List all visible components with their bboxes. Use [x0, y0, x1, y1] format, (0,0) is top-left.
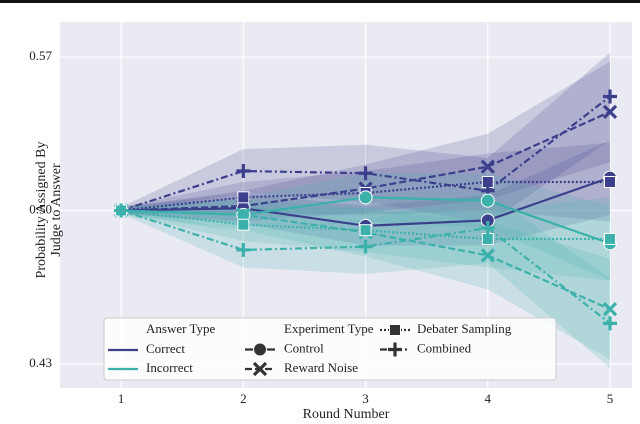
marker	[604, 232, 616, 245]
markers	[113, 89, 618, 331]
y-axis-label: Probability Assigned By	[34, 142, 49, 279]
legend-label: Incorrect	[146, 360, 193, 375]
marker	[604, 175, 616, 188]
marker	[236, 242, 251, 257]
marker	[480, 193, 495, 208]
marker	[480, 159, 495, 174]
y-axis-label: Judge to Answer	[49, 163, 64, 257]
marker	[114, 203, 129, 218]
marker	[358, 239, 373, 254]
x-tick-label: 2	[240, 391, 247, 406]
legend-label: Combined	[417, 340, 472, 355]
marker	[388, 342, 402, 357]
legend-label: Debater Sampling	[417, 321, 512, 336]
legend: Answer Type Correct Incorrect Experiment Ty…	[103, 317, 557, 381]
marker	[480, 221, 495, 236]
marker	[603, 89, 617, 104]
marker	[481, 232, 494, 245]
x-tick-label: 3	[362, 391, 369, 406]
y-tick-label: 0.50	[29, 201, 52, 216]
marker	[603, 316, 617, 331]
marker	[252, 361, 268, 377]
legend-label: Reward Noise	[284, 360, 358, 375]
marker	[358, 166, 373, 181]
x-axis-label: Round Number	[303, 407, 390, 422]
axes: Round Number Probability Assigned By Jud…	[29, 48, 613, 422]
top-bar	[0, 0, 640, 3]
legend-title: Experiment Type	[284, 321, 374, 336]
marker	[359, 224, 372, 237]
marker	[480, 248, 495, 263]
y-tick-label: 0.57	[29, 48, 52, 63]
legend-label: Control	[284, 340, 324, 355]
x-tick-label: 4	[485, 391, 492, 406]
legend-label: Correct	[146, 341, 185, 356]
marker	[389, 324, 401, 336]
marker	[358, 190, 373, 205]
marker	[237, 191, 250, 204]
x-tick-label: 1	[118, 391, 125, 406]
legend-box	[103, 317, 557, 381]
x-tick-label: 5	[607, 391, 614, 406]
marker	[602, 301, 618, 317]
marker	[253, 342, 267, 357]
legend-title: Answer Type	[146, 321, 215, 336]
marker	[237, 218, 250, 231]
marker	[236, 164, 251, 179]
y-tick-label: 0.43	[29, 355, 52, 370]
marker	[602, 104, 618, 119]
